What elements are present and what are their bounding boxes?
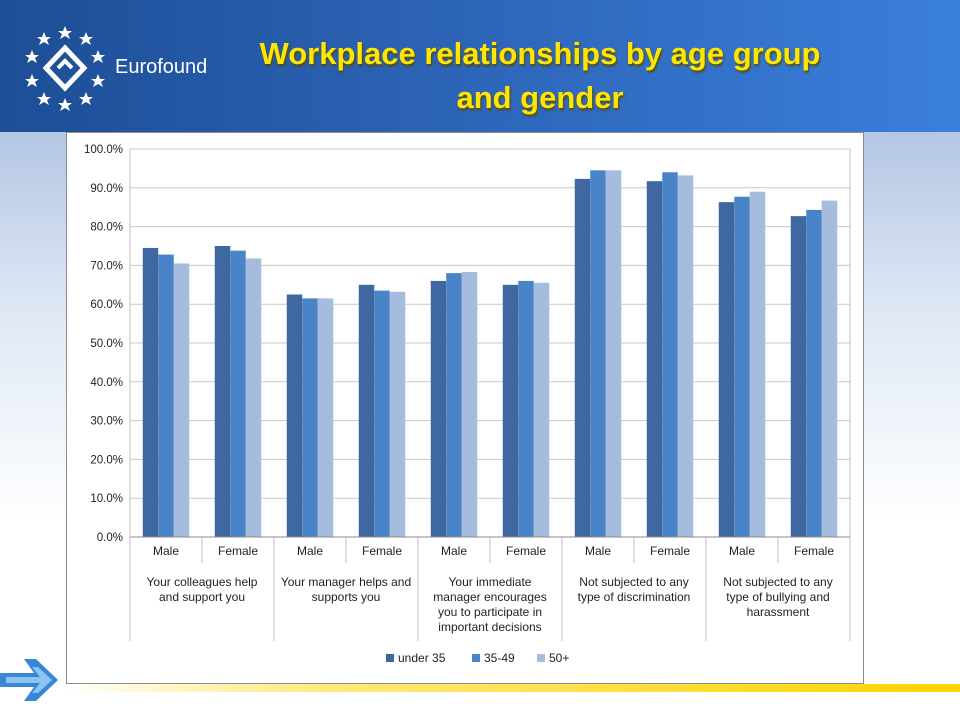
bar-50- bbox=[533, 282, 550, 537]
x-tick-label: Male bbox=[729, 544, 755, 558]
title-line-2: and gender bbox=[456, 80, 624, 115]
bar-chart: 0.0% 10.0% 20.0% 30.0% 40.0% 50.0% 60.0% 70.0% 8… bbox=[84, 144, 851, 665]
bar-under-35 bbox=[358, 284, 375, 537]
bar-35-49 bbox=[518, 280, 534, 537]
y-tick-label: 40.0% bbox=[90, 377, 123, 389]
y-tick-label: 90.0% bbox=[90, 183, 123, 195]
x-tick-label: Male bbox=[297, 544, 323, 558]
group-label: Your immediate bbox=[449, 575, 532, 589]
diamond-emblem-icon bbox=[42, 44, 88, 92]
x-tick-label: Female bbox=[650, 544, 690, 558]
x-tick-label: Male bbox=[585, 544, 611, 558]
legend-entry: 50+ bbox=[549, 651, 569, 665]
bar-under-35 bbox=[646, 181, 663, 538]
bar-35-49 bbox=[806, 209, 822, 537]
bar-35-49 bbox=[302, 298, 318, 537]
bar-50- bbox=[749, 191, 766, 537]
y-tick-label: 60.0% bbox=[90, 299, 123, 311]
y-tick-label: 30.0% bbox=[90, 416, 123, 428]
arrow-right-icon bbox=[0, 659, 58, 701]
bar-35-49 bbox=[446, 273, 462, 537]
bar-35-49 bbox=[230, 250, 246, 537]
bar-under-35 bbox=[502, 284, 519, 537]
logo-text: Eurofound bbox=[115, 56, 208, 78]
y-tick-label: 10.0% bbox=[90, 493, 123, 505]
chart-frame: 0.0% 10.0% 20.0% 30.0% 40.0% 50.0% 60.0% 70.0% 8… bbox=[66, 132, 864, 684]
bar-under-35 bbox=[574, 178, 591, 537]
group-label: type of discrimination bbox=[578, 590, 691, 604]
bar-35-49 bbox=[590, 170, 606, 537]
eurofound-logo bbox=[25, 26, 105, 111]
legend-entry: 35-49 bbox=[484, 651, 515, 665]
group-label: harassment bbox=[747, 605, 810, 619]
bar-50- bbox=[317, 298, 334, 537]
x-tick-label: Male bbox=[153, 544, 179, 558]
bar-35-49 bbox=[158, 254, 174, 537]
title-line-1: Workplace relationships by age group bbox=[259, 36, 821, 71]
bar-under-35 bbox=[430, 280, 447, 537]
bar-under-35 bbox=[214, 246, 231, 537]
group-label: manager encourages bbox=[433, 590, 546, 604]
bar-35-49 bbox=[374, 290, 390, 537]
legend-swatch bbox=[472, 654, 480, 662]
bottom-accent-line bbox=[60, 684, 960, 692]
y-tick-label: 0.0% bbox=[97, 532, 123, 544]
y-tick-label: 50.0% bbox=[90, 338, 123, 350]
bar-under-35 bbox=[718, 202, 735, 537]
header-banner bbox=[0, 0, 960, 132]
bar-50- bbox=[677, 175, 694, 537]
legend-swatch bbox=[537, 654, 545, 662]
legend-swatch bbox=[386, 654, 394, 662]
bar-50- bbox=[821, 200, 838, 537]
bar-50- bbox=[389, 291, 406, 537]
bar-under-35 bbox=[142, 247, 159, 537]
bar-50- bbox=[173, 263, 190, 537]
group-label: Your manager helps and bbox=[281, 575, 411, 589]
y-tick-label: 70.0% bbox=[90, 260, 123, 272]
group-label: you to participate in bbox=[438, 605, 542, 619]
legend-entry: under 35 bbox=[398, 651, 446, 665]
group-label: and support you bbox=[159, 590, 245, 604]
group-label: Your colleagues help bbox=[147, 575, 258, 589]
page-title: Workplace relationships by age group and… bbox=[190, 32, 890, 120]
bar-35-49 bbox=[734, 196, 750, 537]
y-tick-label: 100.0% bbox=[84, 144, 123, 156]
group-label: type of bullying and bbox=[726, 590, 829, 604]
bar-35-49 bbox=[662, 172, 678, 537]
bar-under-35 bbox=[286, 294, 303, 537]
x-tick-label: Male bbox=[441, 544, 467, 558]
bar-50- bbox=[605, 170, 622, 537]
star-ring-icon bbox=[25, 26, 105, 111]
group-label: Not subjected to any bbox=[723, 575, 832, 589]
group-label: Not subjected to any bbox=[579, 575, 688, 589]
x-tick-label: Female bbox=[506, 544, 546, 558]
group-label: important decisions bbox=[438, 620, 541, 634]
x-tick-label: Female bbox=[218, 544, 258, 558]
y-tick-label: 80.0% bbox=[90, 222, 123, 234]
x-tick-label: Female bbox=[362, 544, 402, 558]
x-tick-label: Female bbox=[794, 544, 834, 558]
group-label: supports you bbox=[312, 590, 381, 604]
y-tick-label: 20.0% bbox=[90, 454, 123, 466]
bar-under-35 bbox=[790, 216, 807, 537]
bar-50- bbox=[245, 258, 262, 537]
bar-50- bbox=[461, 271, 478, 537]
